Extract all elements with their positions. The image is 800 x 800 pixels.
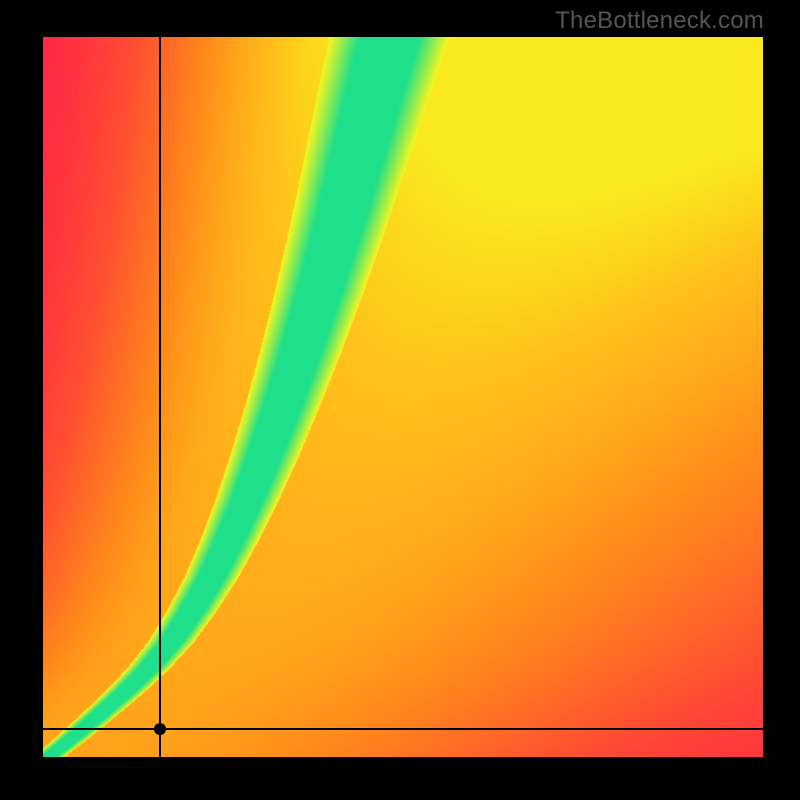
heatmap-plot bbox=[43, 37, 763, 757]
crosshair-horizontal-line bbox=[43, 728, 763, 730]
crosshair-vertical-line bbox=[159, 37, 161, 757]
crosshair-marker-dot bbox=[154, 723, 166, 735]
heatmap-canvas bbox=[43, 37, 763, 757]
watermark-text: TheBottleneck.com bbox=[555, 7, 764, 35]
